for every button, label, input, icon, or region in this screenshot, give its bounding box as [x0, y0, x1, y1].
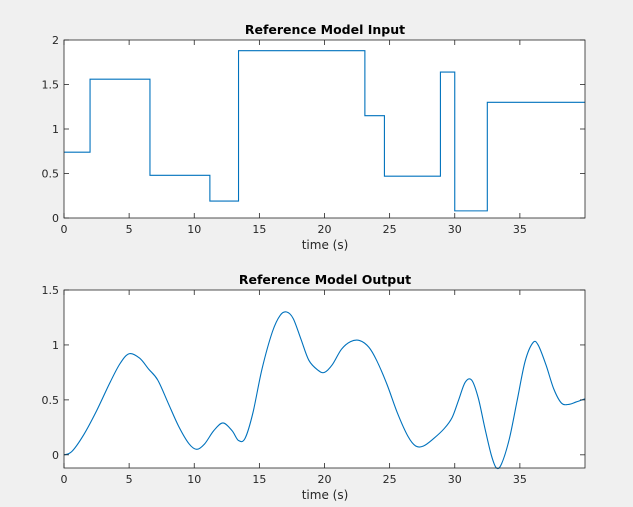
- x-tick-label: 5: [126, 473, 133, 486]
- x-tick-label: 5: [126, 223, 133, 236]
- ticks-group: 0 5 10 15 20 25 30 35 0 0.5 1 1.5 2: [42, 34, 585, 236]
- x-tick-label: 15: [252, 473, 266, 486]
- x-tick-label: 25: [383, 473, 397, 486]
- chart-reference-model-input: 0 5 10 15 20 25 30 35 0 0.5 1 1.5 2 Reference Model …: [42, 22, 586, 252]
- series-line: [63, 311, 586, 470]
- y-tick-label: 0: [52, 212, 59, 225]
- x-tick-label: 10: [187, 473, 201, 486]
- y-tick-label: 0.5: [42, 168, 60, 181]
- x-tick-label: 20: [318, 473, 332, 486]
- ticks-group: 0 5 10 15 20 25 30 35 0 0.5 1 1.5: [42, 284, 585, 486]
- x-tick-label: 30: [448, 223, 462, 236]
- series-group: [64, 50, 585, 212]
- y-tick-label: 1.5: [42, 284, 60, 297]
- chart-title: Reference Model Input: [245, 22, 405, 37]
- x-tick-label: 0: [61, 473, 68, 486]
- y-tick-label: 0.5: [42, 394, 60, 407]
- x-axis-label: time (s): [302, 238, 349, 252]
- series-group: [63, 311, 586, 470]
- y-tick-label: 2: [52, 34, 59, 47]
- chart-reference-model-output: 0 5 10 15 20 25 30 35 0 0.5 1 1.5 Reference Model O…: [42, 272, 586, 502]
- y-tick-label: 1: [52, 339, 59, 352]
- axes-background: [64, 40, 585, 218]
- x-tick-label: 30: [448, 473, 462, 486]
- x-tick-label: 35: [513, 473, 527, 486]
- x-tick-label: 10: [187, 223, 201, 236]
- x-axis-label: time (s): [302, 488, 349, 502]
- y-tick-label: 1: [52, 123, 59, 136]
- y-tick-label: 0: [52, 449, 59, 462]
- x-tick-label: 15: [252, 223, 266, 236]
- x-tick-label: 0: [61, 223, 68, 236]
- axes-background: [64, 290, 585, 468]
- chart-title: Reference Model Output: [239, 272, 411, 287]
- x-tick-label: 35: [513, 223, 527, 236]
- y-tick-label: 1.5: [42, 79, 60, 92]
- series-line: [64, 50, 585, 212]
- x-tick-label: 25: [383, 223, 397, 236]
- x-tick-label: 20: [318, 223, 332, 236]
